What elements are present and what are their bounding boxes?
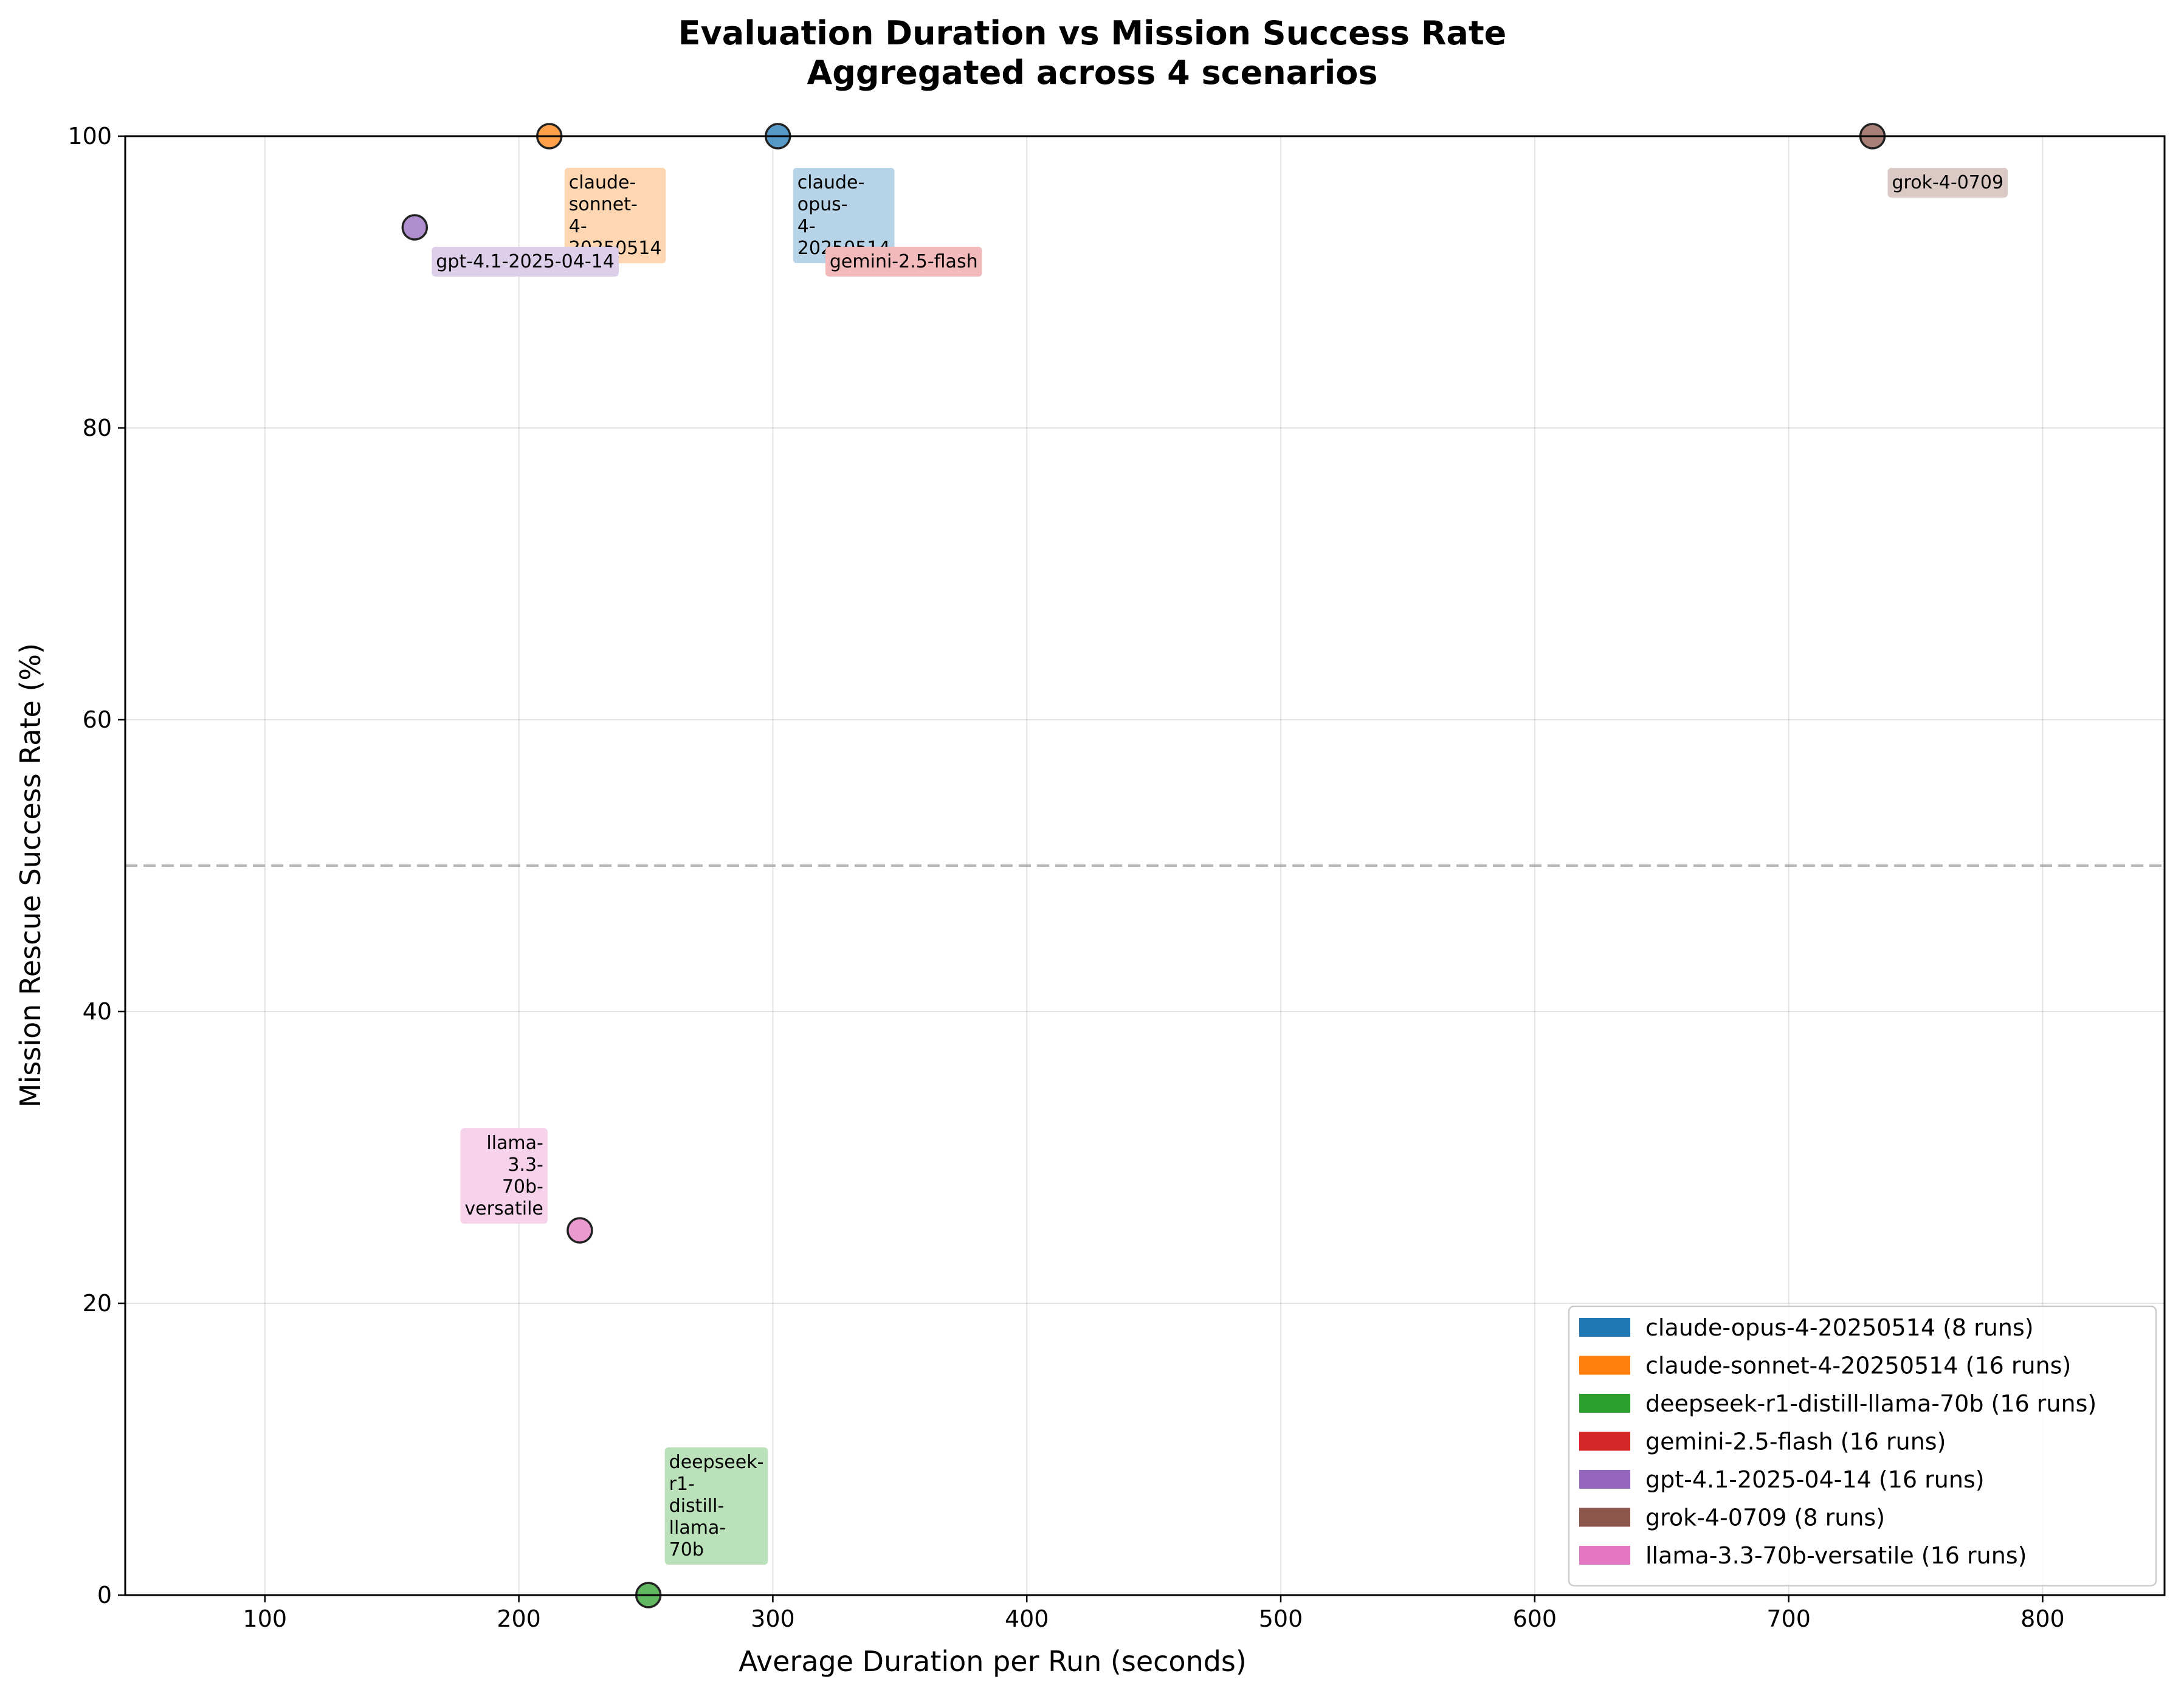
point-label-line: 4- (797, 216, 816, 237)
point-label-line: 70b (669, 1539, 704, 1560)
point-label-line: r1- (669, 1474, 695, 1495)
point-label-gemini-2.5-flash: gemini-2.5-flash (825, 247, 982, 277)
y-axis-label: Mission Rescue Success Rate (%) (14, 643, 47, 1108)
axis-ticks: 100 200 300 400 500 600 700 800 0 20 40 60 80 100 (67, 123, 2064, 1632)
x-tick-label: 700 (1766, 1605, 1811, 1632)
data-point-gpt-4.1-2025-04-14 (401, 214, 429, 241)
x-tick-label: 600 (1513, 1605, 1557, 1632)
x-tick-label: 400 (1005, 1605, 1049, 1632)
point-label-line: claude- (797, 172, 865, 193)
point-label-box (793, 168, 895, 263)
chart-title: Evaluation Duration vs Mission Success R… (678, 14, 1507, 52)
point-label-box (432, 247, 619, 277)
point-label-line: llama- (669, 1517, 726, 1539)
point-label-line: llama- (486, 1132, 543, 1154)
y-tick-label: 100 (67, 123, 112, 150)
point-label-line: deepseek- (669, 1452, 764, 1473)
point-label-line: versatile (464, 1198, 543, 1219)
point-label-grok-4-0709: grok-4-0709 (1887, 168, 2008, 198)
point-label-deepseek-r1-distill-llama-70b: deepseek-r1-distill-llama-70b (664, 1447, 768, 1565)
legend-entry-gpt-4.1-2025-04-14: gpt-4.1-2025-04-14 (16 runs) (1645, 1466, 1985, 1493)
point-label-line: 4- (569, 216, 587, 237)
point-label-line: gpt-4.1-2025-04-14 (436, 251, 615, 272)
point-label-box (460, 1128, 548, 1224)
x-tick-label: 200 (497, 1605, 541, 1632)
y-tick-label: 20 (83, 1290, 112, 1317)
data-point-llama-3.3-70b-versatile (567, 1217, 593, 1244)
x-tick-label: 300 (751, 1605, 795, 1632)
y-tick-label: 0 (97, 1582, 112, 1608)
legend-entry-claude-opus-4-20250514: claude-opus-4-20250514 (8 runs) (1645, 1314, 2034, 1341)
plot-frame (124, 135, 2166, 1596)
chart-subtitle: Aggregated across 4 scenarios (807, 53, 1377, 92)
point-label-line: 3.3- (508, 1154, 543, 1176)
y-tick-label: 60 (83, 706, 112, 733)
point-label-line: grok-4-0709 (1892, 172, 2004, 193)
point-label-line: gemini-2.5-flash (830, 251, 978, 272)
point-label-box (664, 1447, 768, 1565)
legend-swatch (1579, 1356, 1630, 1375)
legend-swatch (1579, 1470, 1630, 1489)
point-label-line: distill- (669, 1495, 725, 1517)
legend-swatch (1579, 1394, 1630, 1413)
legend-entry-llama-3.3-70b-versatile: llama-3.3-70b-versatile (16 runs) (1645, 1542, 2027, 1569)
legend-swatch (1579, 1508, 1630, 1527)
point-label-claude-opus-4-20250514: claude-opus-4-20250514 (793, 168, 895, 263)
legend-entry-claude-sonnet-4-20250514: claude-sonnet-4-20250514 (16 runs) (1645, 1353, 2071, 1379)
y-tick-label: 40 (83, 998, 112, 1025)
legend-swatch (1579, 1432, 1630, 1451)
point-label-line: opus- (797, 194, 848, 215)
point-label-gpt-4.1-2025-04-14: gpt-4.1-2025-04-14 (432, 247, 619, 277)
legend-entry-grok-4-0709: grok-4-0709 (8 runs) (1645, 1505, 1885, 1531)
y-tick-label: 80 (83, 415, 112, 441)
point-label-line: sonnet- (569, 194, 638, 215)
x-axis-label: Average Duration per Run (seconds) (739, 1645, 1247, 1678)
legend-entry-deepseek-r1-distill-llama-70b: deepseek-r1-distill-llama-70b (16 runs) (1645, 1390, 2096, 1417)
legend-swatch (1579, 1318, 1630, 1337)
point-labels: claude-opus-4-20250514claude-sonnet-4-20… (432, 168, 2008, 1565)
x-tick-label: 800 (2020, 1605, 2065, 1632)
point-label-box (825, 247, 982, 277)
legend-entry-gemini-2.5-flash: gemini-2.5-flash (16 runs) (1645, 1429, 1946, 1455)
legend-box (1568, 1305, 2157, 1587)
point-label-box (564, 168, 666, 263)
x-tick-label: 500 (1259, 1605, 1303, 1632)
legend: claude-opus-4-20250514 (8 runs) claude-so… (1568, 1305, 2157, 1587)
point-label-line: claude- (569, 172, 636, 193)
x-tick-label: 100 (243, 1605, 288, 1632)
point-label-box (1887, 168, 2008, 198)
point-label-line: 70b- (502, 1176, 543, 1198)
point-label-llama-3.3-70b-versatile: llama-3.3-70b-versatile (460, 1128, 548, 1224)
legend-swatch (1579, 1546, 1630, 1565)
